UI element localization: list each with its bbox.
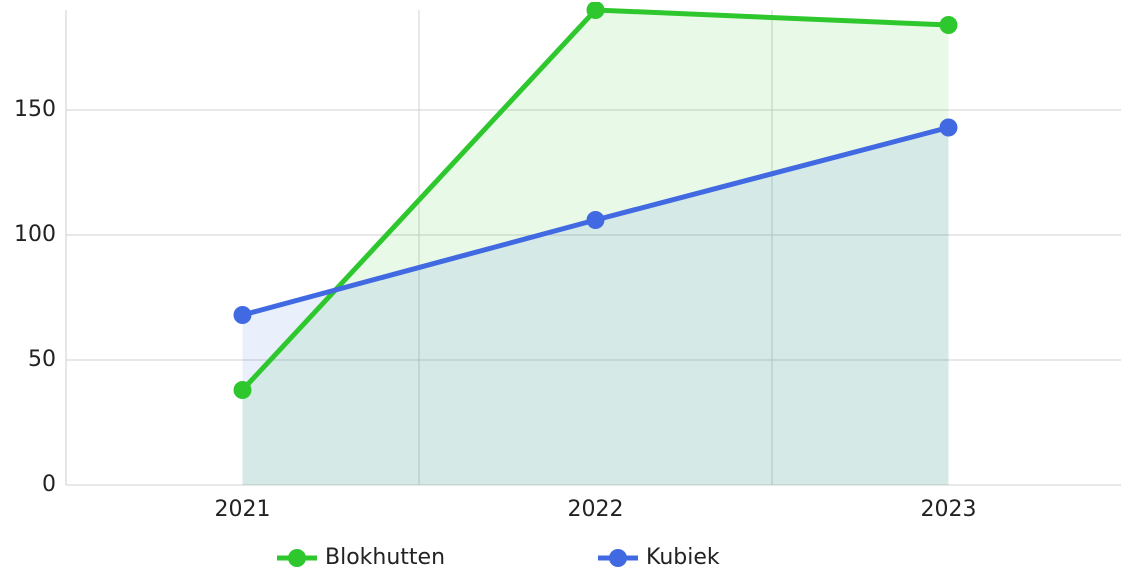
legend-marker (288, 549, 306, 567)
y-tick-label: 150 (14, 97, 56, 122)
y-tick-label: 50 (28, 347, 56, 372)
point (939, 118, 958, 137)
area (242, 10, 949, 485)
point (586, 2, 605, 19)
point (586, 211, 605, 229)
point (233, 381, 252, 399)
point (939, 16, 958, 34)
y-tick-label: 100 (14, 222, 56, 247)
x-tick-label: 2021 (215, 497, 271, 522)
y-tick-label: 0 (42, 472, 56, 497)
x-tick-label: 2023 (921, 497, 977, 522)
legend-marker (609, 549, 627, 567)
legend-label: Blokhutten (325, 545, 445, 570)
x-tick-label: 2022 (568, 497, 624, 522)
point (233, 306, 252, 324)
area (242, 127, 949, 485)
legend-label: Kubiek (646, 545, 720, 570)
